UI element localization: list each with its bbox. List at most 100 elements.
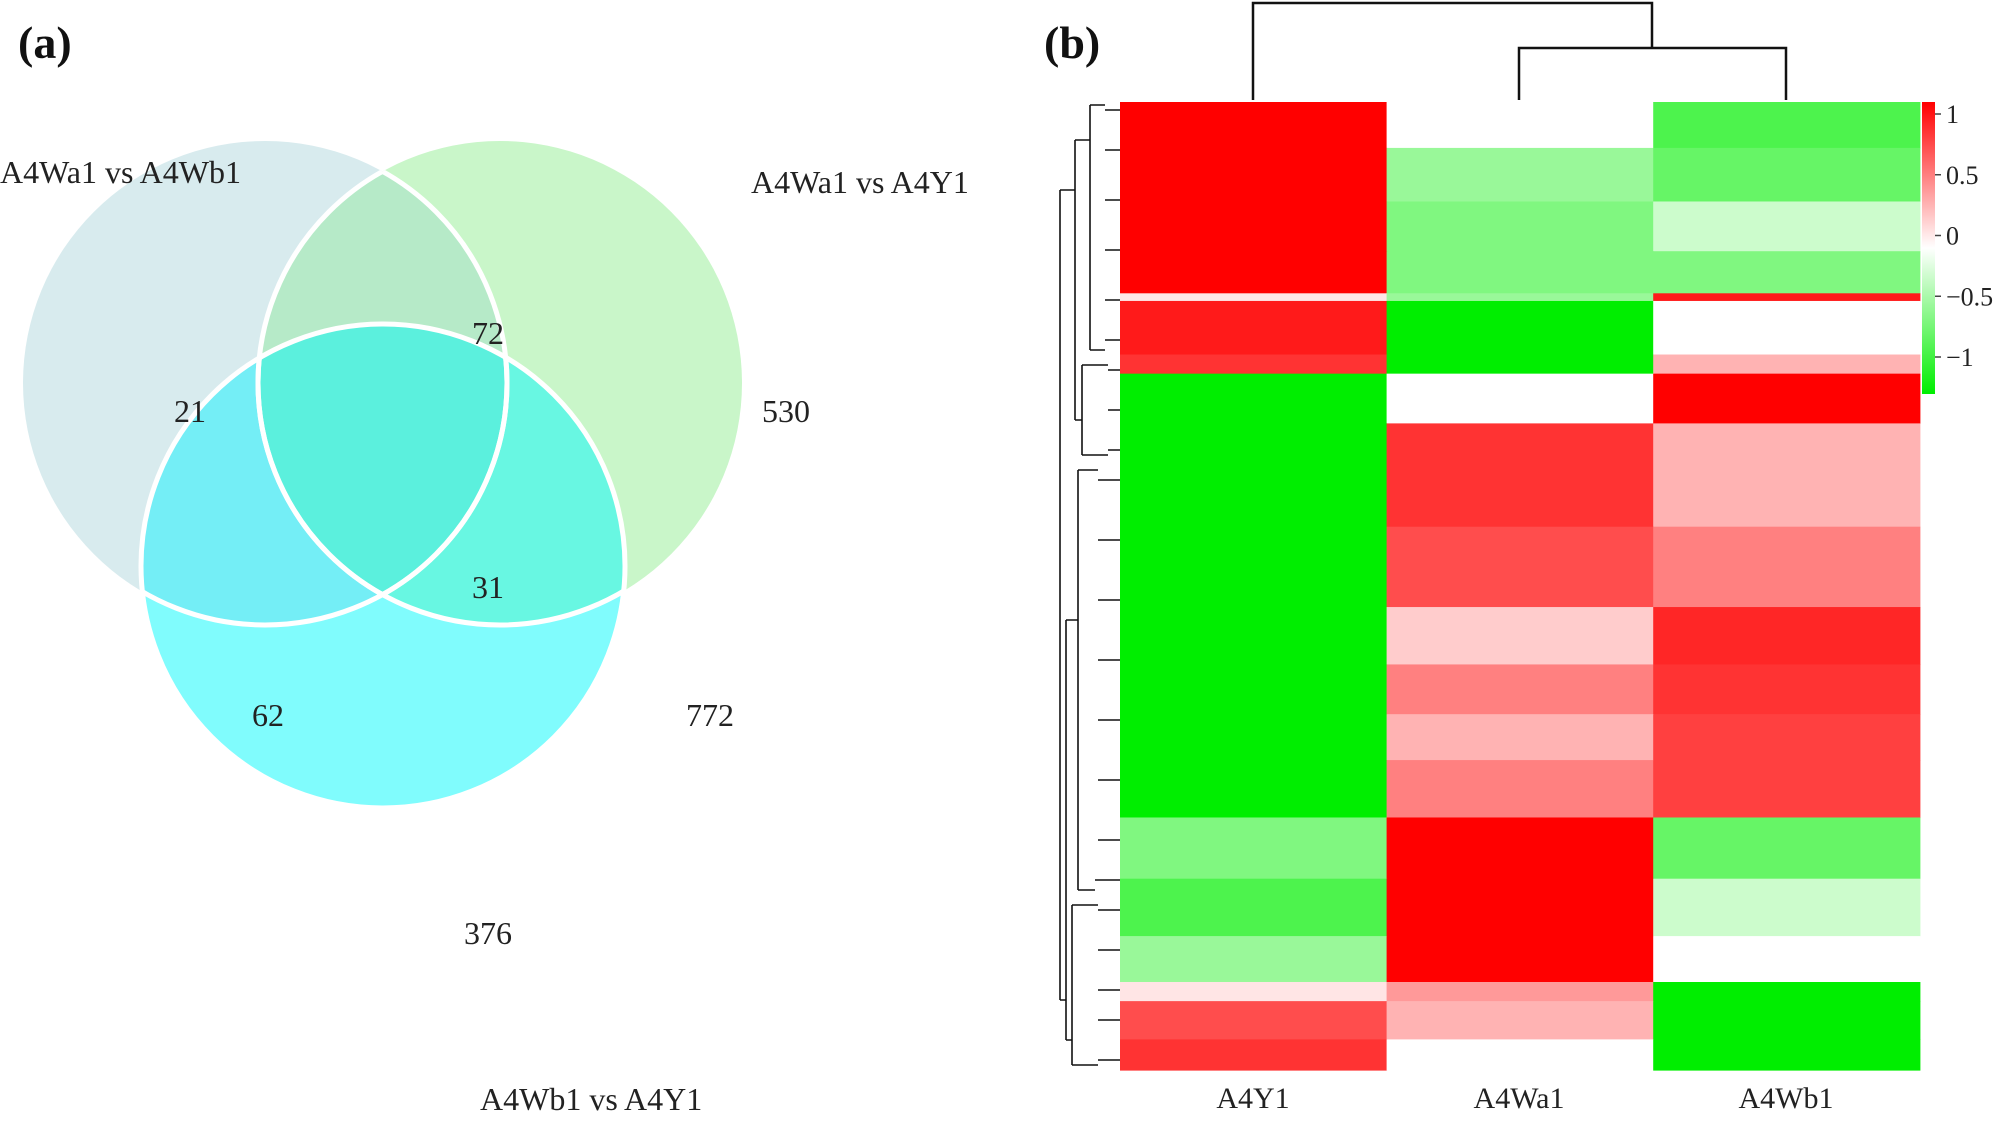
heatmap-cell-15-a4wa1 (1386, 878, 1654, 937)
row-dendro-leaf-2 (1095, 479, 1120, 881)
heatmap-cell-10-a4y1 (1120, 607, 1388, 666)
heatmap-cell-11-a4wb1 (1653, 664, 1921, 715)
heatmap-cell-13-a4y1 (1120, 760, 1388, 819)
heatmap-cell-1-a4wa1 (1386, 147, 1654, 203)
heatmap-cell-19-a4wb1 (1653, 1039, 1921, 1071)
set-label-b: A4Wa1 vs A4Y1 (751, 164, 969, 200)
heatmap-cell-8-a4wa1 (1386, 423, 1654, 528)
heatmap-cell-13-a4wa1 (1386, 760, 1654, 819)
heatmap-cell-14-a4wb1 (1653, 817, 1921, 880)
row-dendro-root (1059, 189, 1075, 1001)
venn-outline-b-c (255, 324, 625, 628)
heatmap-cell-12-a4y1 (1120, 714, 1388, 761)
heatmap-cell-4-a4y1 (1120, 293, 1388, 302)
heatmap-cell-10-a4wb1 (1653, 607, 1921, 666)
heatmap-panel: (b) A4Y1 A4Wa1 A4Wb1 (1044, 1, 1993, 1115)
count-only-c: 376 (464, 915, 512, 951)
venn-outlines (138, 141, 628, 811)
heatmap-cell-10-a4wa1 (1386, 607, 1654, 666)
heatmap-cell-2-a4wb1 (1653, 201, 1921, 252)
heatmap-cell-1-a4y1 (1120, 147, 1388, 203)
heatmap-cell-0-a4y1 (1120, 102, 1388, 149)
heatmap-cell-14-a4y1 (1120, 817, 1388, 880)
row-dendrogram (1059, 104, 1120, 1066)
col-dendro-branch-wa-wb (1517, 46, 1788, 100)
heatmap-cell-4-a4wa1 (1386, 293, 1654, 302)
set-label-a: A4Wa1 vs A4Wb1 (0, 154, 241, 190)
colorbar-tick-label-4: −1 (1946, 343, 1974, 372)
heatmap-cell-16-a4wb1 (1653, 936, 1921, 983)
heatmap-cell-18-a4wa1 (1386, 1001, 1654, 1040)
heatmap-cell-5-a4y1 (1120, 300, 1388, 356)
heatmap-cell-11-a4y1 (1120, 664, 1388, 715)
heatmap-cell-5-a4wb1 (1653, 300, 1921, 356)
colorbar-ticks: 1 0.5 0 −0.5 −1 (1935, 100, 1993, 372)
heatmap-cell-2-a4wa1 (1386, 201, 1654, 252)
heatmap-cell-16-a4y1 (1120, 936, 1388, 983)
heatmap-cell-17-a4wb1 (1653, 982, 1921, 1002)
venn-outline-a-c (141, 324, 510, 628)
heatmap-cell-15-a4y1 (1120, 878, 1388, 937)
colorbar-tick-label-2: 0 (1946, 222, 1959, 251)
count-ab: 72 (472, 315, 504, 351)
heatmap-cell-0-a4wa1 (1386, 102, 1654, 149)
heatmap-cell-2-a4y1 (1120, 201, 1388, 252)
row-dendro-lower (1065, 619, 1078, 1041)
heatmap-cell-7-a4wa1 (1386, 373, 1654, 424)
heatmap-cell-9-a4wa1 (1386, 526, 1654, 608)
heatmap-cell-1-a4wb1 (1653, 147, 1921, 203)
heatmap-cell-6-a4wb1 (1653, 354, 1921, 375)
row-dendro-leaf-3 (1098, 909, 1120, 1061)
heatmap-cell-15-a4wb1 (1653, 878, 1921, 937)
heatmap-cell-17-a4y1 (1120, 982, 1388, 1002)
count-ac: 62 (252, 697, 284, 733)
heatmap-cells (1120, 102, 1921, 1071)
colorbar (1922, 102, 1935, 394)
col-label-a4wb1: A4Wb1 (1739, 1082, 1834, 1115)
row-dendro-leaf-1 (1105, 109, 1120, 451)
venn-outline-c (138, 321, 628, 811)
set-label-c: A4Wb1 vs A4Y1 (480, 1081, 702, 1117)
row-dendro-upper-a (1089, 104, 1105, 351)
colorbar-tick-label-1: 0.5 (1946, 161, 1979, 190)
heatmap-cell-16-a4wa1 (1386, 936, 1654, 983)
colorbar-tick-label-3: −0.5 (1946, 282, 1993, 311)
heatmap-cell-14-a4wa1 (1386, 817, 1654, 880)
colorbar-tick-label-0: 1 (1946, 100, 1959, 129)
heatmap-cell-3-a4y1 (1120, 251, 1388, 294)
count-bc: 772 (686, 697, 734, 733)
col-label-a4wa1: A4Wa1 (1474, 1082, 1565, 1115)
heatmap-cell-3-a4wb1 (1653, 251, 1921, 294)
column-dendrogram (1251, 1, 1788, 100)
heatmap-cell-18-a4wb1 (1653, 1001, 1921, 1040)
heatmap-cell-9-a4y1 (1120, 526, 1388, 608)
panel-label-a: (a) (18, 17, 72, 68)
heatmap-cell-9-a4wb1 (1653, 526, 1921, 608)
count-abc: 31 (472, 569, 504, 605)
heatmap-cell-12-a4wa1 (1386, 714, 1654, 761)
count-only-b: 530 (762, 393, 810, 429)
row-dendro-upper (1074, 139, 1090, 421)
heatmap-cell-12-a4wb1 (1653, 714, 1921, 761)
heatmap-cell-3-a4wa1 (1386, 251, 1654, 294)
heatmap-cell-6-a4y1 (1120, 354, 1388, 375)
heatmap-cell-19-a4y1 (1120, 1039, 1388, 1071)
col-dendro-branch-root (1251, 1, 1654, 100)
heatmap-cell-11-a4wa1 (1386, 664, 1654, 715)
row-dendro-lower-b (1071, 904, 1098, 1066)
row-dendro-lower-a (1077, 469, 1098, 891)
heatmap-cell-18-a4y1 (1120, 1001, 1388, 1040)
heatmap-cell-8-a4wb1 (1653, 423, 1921, 528)
col-label-a4y1: A4Y1 (1216, 1082, 1289, 1115)
heatmap-cell-0-a4wb1 (1653, 102, 1921, 149)
row-dendro-upper-b (1081, 364, 1108, 456)
panel-label-b: (b) (1044, 17, 1100, 68)
heatmap-cell-13-a4wb1 (1653, 760, 1921, 819)
heatmap-cell-5-a4wa1 (1386, 300, 1654, 356)
heatmap-cell-7-a4wb1 (1653, 373, 1921, 424)
heatmap-cell-19-a4wa1 (1386, 1039, 1654, 1071)
heatmap-cell-6-a4wa1 (1386, 354, 1654, 375)
heatmap-cell-17-a4wa1 (1386, 982, 1654, 1002)
count-only-a: 21 (174, 393, 206, 429)
